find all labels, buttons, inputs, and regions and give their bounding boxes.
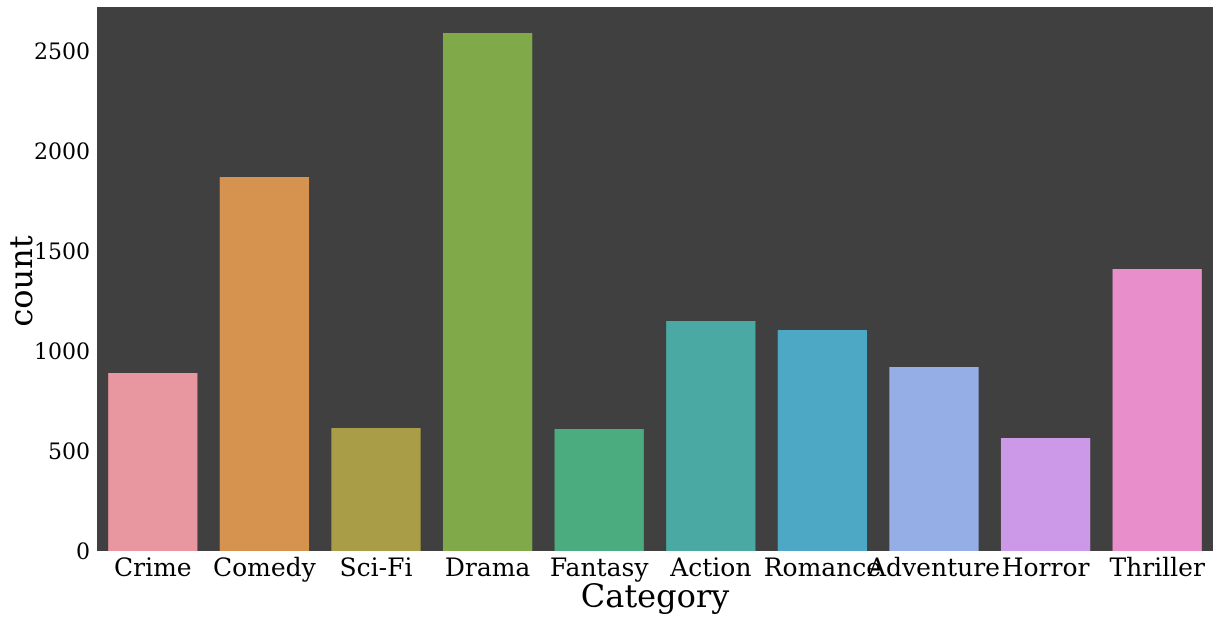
y-axis-label: count bbox=[2, 235, 40, 326]
y-tick-label: 1000 bbox=[34, 340, 90, 365]
x-tick-label: Thriller bbox=[1109, 553, 1205, 582]
bar-sci-fi bbox=[331, 428, 421, 551]
bar-romance bbox=[777, 330, 868, 551]
bar-crime bbox=[108, 373, 198, 551]
bar-horror bbox=[1000, 438, 1091, 551]
y-axis-ticks: 0 500 1000 1500 2000 2500 bbox=[34, 40, 90, 565]
bar-thriller bbox=[1112, 269, 1202, 551]
x-tick-label: Sci-Fi bbox=[340, 553, 413, 582]
x-tick-label: Crime bbox=[114, 553, 192, 582]
bars-group bbox=[108, 33, 1202, 551]
y-tick-label: 1500 bbox=[34, 240, 90, 265]
bar-comedy bbox=[219, 177, 310, 551]
y-tick-label: 2000 bbox=[34, 140, 90, 165]
x-tick-label: Romance bbox=[764, 553, 881, 582]
x-tick-label: Drama bbox=[445, 553, 531, 582]
bar-drama bbox=[442, 33, 533, 551]
x-axis-label: Category bbox=[581, 577, 729, 615]
x-tick-label: Comedy bbox=[213, 553, 317, 582]
bar-action bbox=[666, 321, 756, 551]
x-axis-ticks: Crime Comedy Sci-Fi Drama Fantasy Action Roman… bbox=[114, 553, 1205, 582]
y-tick-label: 2500 bbox=[34, 40, 90, 65]
bar-fantasy bbox=[554, 429, 644, 551]
y-tick-label: 0 bbox=[76, 540, 90, 565]
x-tick-label: Action bbox=[669, 553, 751, 582]
y-tick-label: 500 bbox=[48, 440, 90, 465]
x-tick-label: Adventure bbox=[867, 553, 1000, 582]
x-tick-label: Fantasy bbox=[550, 553, 649, 582]
x-tick-label: Horror bbox=[1002, 553, 1090, 582]
bar-adventure bbox=[889, 367, 979, 551]
